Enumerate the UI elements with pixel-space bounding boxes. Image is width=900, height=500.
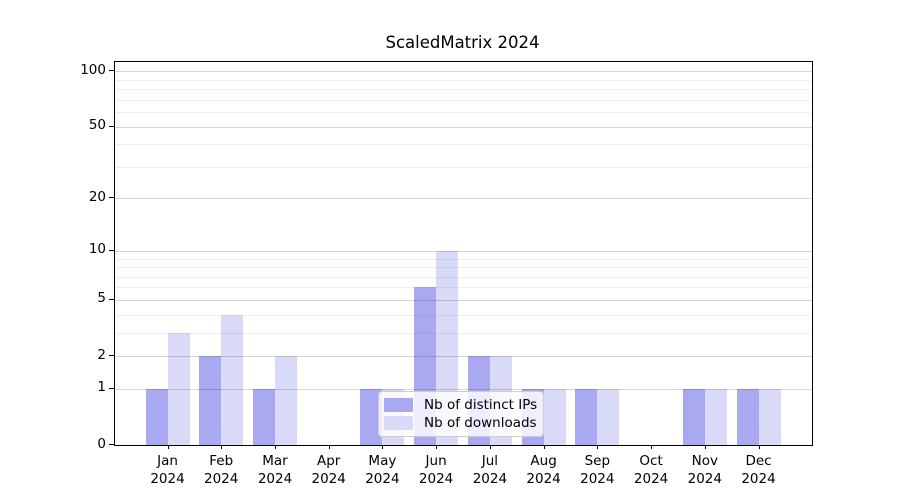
x-axis-tick-label: Apr 2024	[311, 453, 346, 487]
x-axis-tick-label: May 2024	[365, 453, 400, 487]
bar-downloads-nov-2024	[704, 388, 727, 445]
minor-gridline	[115, 267, 812, 268]
minor-gridline	[115, 314, 812, 316]
x-axis-tick	[275, 445, 276, 449]
plot-area	[114, 61, 813, 446]
y-axis-tick-label: 50	[88, 117, 106, 133]
bar-distinct-ips-dec-2024	[736, 388, 759, 445]
x-axis-tick-label: Jun 2024	[418, 453, 454, 487]
bar-downloads-feb-2024	[221, 314, 244, 445]
minor-gridline	[115, 89, 812, 90]
y-axis-tick	[109, 197, 114, 199]
x-axis-tick	[597, 445, 599, 449]
y-axis-tick	[109, 355, 114, 356]
x-axis-tick	[167, 445, 169, 449]
major-gridline	[115, 356, 812, 357]
y-axis-tick-label: 0	[97, 435, 106, 452]
y-axis-tick-label: 1	[97, 379, 106, 396]
y-axis-tick	[109, 387, 114, 389]
legend-swatch-distinct-ips	[384, 398, 413, 412]
legend-item-downloads: Nb of downloads	[384, 414, 537, 432]
major-gridline	[115, 198, 812, 200]
bar-distinct-ips-feb-2024	[199, 355, 222, 445]
y-axis-tick-label: 5	[97, 290, 106, 307]
x-axis-tick	[436, 445, 438, 449]
bar-distinct-ips-nov-2024	[682, 388, 705, 445]
minor-gridline	[115, 144, 812, 146]
y-axis-tick-label: 100	[80, 61, 106, 78]
x-axis-tick	[651, 445, 653, 449]
bar-distinct-ips-mar-2024	[252, 388, 275, 445]
x-axis-tick	[328, 445, 330, 449]
major-gridline	[115, 71, 812, 73]
y-axis-tick	[109, 249, 114, 251]
legend-item-distinct-ips: Nb of distinct IPs	[384, 396, 538, 414]
bar-distinct-ips-may-2024	[360, 388, 383, 445]
bar-downloads-sep-2024	[597, 388, 620, 445]
legend-label-downloads: Nb of downloads	[424, 415, 537, 431]
major-gridline	[115, 388, 812, 390]
x-axis-tick-label: Aug 2024	[526, 453, 561, 487]
x-axis-tick	[221, 445, 223, 449]
minor-gridline	[115, 79, 812, 81]
major-gridline	[115, 299, 812, 301]
major-gridline	[115, 126, 812, 128]
x-axis-tick-label: Oct 2024	[633, 453, 669, 487]
x-axis-tick-label: Sep 2024	[580, 453, 615, 487]
major-gridline	[115, 250, 812, 252]
minor-gridline	[115, 287, 812, 289]
bar-downloads-jan-2024	[167, 332, 190, 445]
bar-distinct-ips-sep-2024	[575, 388, 598, 445]
x-axis-tick-label: Dec 2024	[741, 453, 776, 487]
minor-gridline	[115, 258, 812, 260]
x-axis-tick-label: Mar 2024	[257, 453, 293, 487]
minor-gridline	[115, 332, 812, 334]
x-axis-tick	[382, 445, 384, 449]
x-axis-tick	[543, 445, 545, 449]
x-axis-tick-label: Jul 2024	[472, 453, 508, 487]
y-axis-tick-label: 20	[88, 188, 106, 205]
minor-gridline	[115, 276, 812, 278]
minor-gridline	[115, 166, 812, 168]
legend-swatch-downloads	[384, 416, 413, 430]
chart-title: ScaledMatrix 2024	[385, 33, 540, 52]
legend-label-distinct-ips: Nb of distinct IPs	[424, 397, 538, 413]
y-axis-tick	[109, 125, 114, 127]
minor-gridline	[115, 111, 812, 113]
bar-downloads-mar-2024	[274, 355, 297, 445]
x-axis-tick	[489, 445, 491, 449]
y-axis-tick	[109, 444, 114, 445]
legend: Nb of distinct IPs Nb of downloads	[378, 391, 544, 437]
x-axis-tick	[704, 445, 706, 449]
y-axis-tick-label: 2	[97, 346, 106, 363]
x-axis-tick-label: Jan 2024	[150, 453, 185, 487]
bar-distinct-ips-jan-2024	[145, 388, 168, 445]
y-axis-tick-label: 10	[88, 241, 106, 258]
bar-downloads-aug-2024	[543, 388, 566, 445]
x-axis-tick-label: Nov 2024	[687, 453, 722, 487]
bar-downloads-dec-2024	[758, 388, 781, 445]
x-axis-tick	[758, 445, 760, 449]
minor-gridline	[115, 99, 812, 101]
y-axis-tick	[109, 70, 114, 72]
x-axis-tick-label: Feb 2024	[204, 453, 239, 487]
y-axis-tick	[109, 298, 114, 300]
